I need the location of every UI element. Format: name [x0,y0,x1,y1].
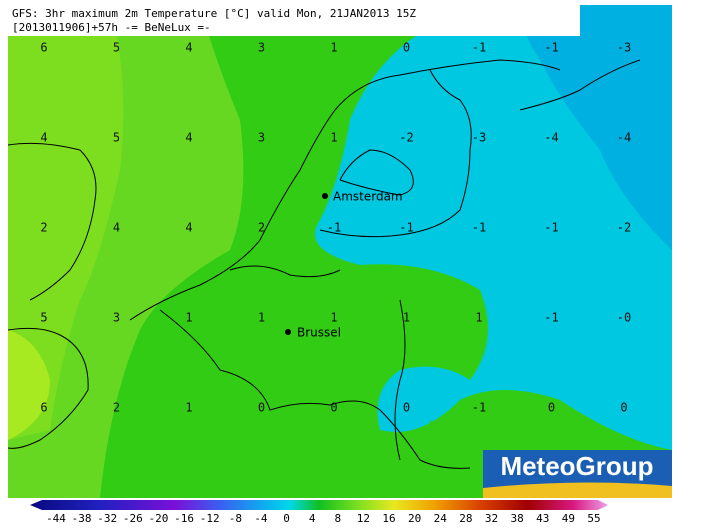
grid-label: 4 [113,221,120,235]
grid-label: -3 [617,41,631,55]
city-label: Amsterdam [333,190,403,204]
grid-label: -1 [472,401,486,415]
colorbar-label: 55 [587,512,600,525]
colorbar-label: 38 [511,512,524,525]
colorbar-label: 43 [536,512,549,525]
city-label: Brussel [297,326,341,340]
grid-label: 1 [330,311,337,325]
colorbar-label: 8 [334,512,341,525]
grid-label: 1 [330,41,337,55]
header-title: GFS: 3hr maximum 2m Temperature [°C] val… [12,7,416,20]
grid-label: 1 [185,401,192,415]
colorbar-label: 28 [459,512,472,525]
grid-label: 1 [330,131,337,145]
grid-label: 2 [113,401,120,415]
grid-label: 0 [403,41,410,55]
grid-label: 1 [403,311,410,325]
grid-label: 0 [258,401,265,415]
grid-label: 4 [185,41,192,55]
grid-label: 4 [185,221,192,235]
city-dot [285,329,291,335]
colorbar-label: 32 [485,512,498,525]
colorbar-label: 16 [382,512,395,525]
grid-label: 3 [113,311,120,325]
city-dot [322,193,328,199]
logo-swoosh [483,482,672,498]
grid-label: 6 [40,41,47,55]
grid-label: 5 [113,131,120,145]
colorbar-label: 4 [309,512,316,525]
colorbar-label: 24 [434,512,448,525]
colorbar-label: 49 [562,512,575,525]
grid-label: -1 [327,221,341,235]
grid-label: 2 [40,221,47,235]
grid-label: -1 [544,41,558,55]
colorbar-label: -26 [123,512,143,525]
header-subtitle: [2013011906]+57h -= BeNeLux =- [12,21,211,34]
grid-label: -4 [617,131,631,145]
colorbar-label: 12 [357,512,370,525]
grid-label: 6 [40,401,47,415]
header-box [8,5,580,36]
colorbar-labels: -44 -38 -32 -26 -20 -16 -12 -8 -4 0 4 8 12 16 20 24 28 32… [46,512,601,525]
grid-label: -1 [544,311,558,325]
grid-label: -4 [544,131,558,145]
grid-label: 1 [258,311,265,325]
grid-label: 2 [258,221,265,235]
grid-label: 0 [403,401,410,415]
grid-label: -0 [617,311,631,325]
grid-label: 3 [258,41,265,55]
colorbar-label: -38 [72,512,92,525]
grid-label: 5 [40,311,47,325]
colorbar-label: -44 [46,512,66,525]
colorbar-label: -4 [254,512,268,525]
grid-label: -1 [472,41,486,55]
grid-label: 0 [548,401,555,415]
colorbar [30,500,608,510]
grid-label: 1 [475,311,482,325]
colorbar-label: -16 [174,512,194,525]
colorbar-label: -12 [200,512,220,525]
grid-label: 1 [185,311,192,325]
grid-label: -1 [544,221,558,235]
colorbar-label: -8 [229,512,242,525]
grid-labels: 6 5 4 3 1 0 -1 -1 -3 4 5 4 3 1 -2 -3 -4 -4 2 4 4 2 -1 -1 -1 -1 -2 5… [40,41,631,415]
grid-label: 0 [330,401,337,415]
grid-label: 4 [185,131,192,145]
grid-label: 0 [620,401,627,415]
colorbar-label: -20 [149,512,169,525]
grid-label: 4 [40,131,47,145]
logo-text: MeteoGroup [500,451,653,481]
colorbar-label: 0 [283,512,290,525]
colorbar-label: -32 [97,512,117,525]
grid-label: -2 [399,131,413,145]
colorbar-label: 20 [408,512,421,525]
grid-label: -1 [399,221,413,235]
grid-label: -1 [472,221,486,235]
grid-label: -3 [472,131,486,145]
map-field [8,5,672,498]
grid-label: 3 [258,131,265,145]
grid-label: 5 [113,41,120,55]
grid-label: -2 [617,221,631,235]
coastlines [7,59,641,469]
